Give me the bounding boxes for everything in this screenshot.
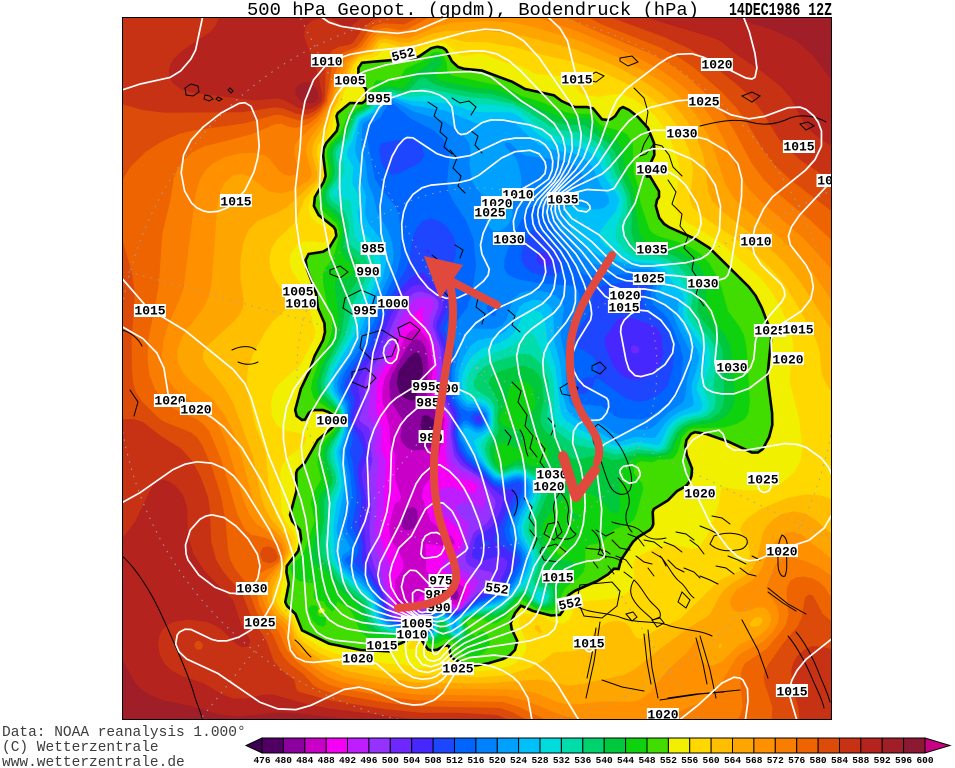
svg-text:985: 985 [416, 396, 440, 411]
svg-text:1035: 1035 [547, 193, 578, 208]
svg-text:524: 524 [510, 755, 527, 766]
svg-text:1020: 1020 [609, 289, 640, 304]
svg-text:492: 492 [339, 755, 356, 766]
svg-text:504: 504 [403, 755, 420, 766]
svg-text:1015: 1015 [366, 639, 397, 654]
svg-text:101: 101 [817, 174, 841, 189]
svg-text:1020: 1020 [180, 403, 211, 418]
svg-text:14DEC1986 12Z: 14DEC1986 12Z [729, 1, 832, 21]
svg-text:540: 540 [596, 755, 613, 766]
svg-text:484: 484 [296, 755, 313, 766]
svg-text:1015: 1015 [561, 73, 592, 88]
svg-text:564: 564 [724, 755, 741, 766]
svg-text:1025: 1025 [474, 206, 505, 221]
svg-text:476: 476 [253, 755, 270, 766]
svg-text:580: 580 [810, 755, 827, 766]
svg-text:www.wetterzentrale.de: www.wetterzentrale.de [2, 755, 185, 768]
svg-text:1010: 1010 [285, 297, 316, 312]
svg-text:1020: 1020 [342, 652, 373, 667]
svg-text:1005: 1005 [334, 74, 365, 89]
svg-text:1015: 1015 [608, 301, 639, 316]
svg-text:536: 536 [574, 755, 591, 766]
svg-text:572: 572 [767, 755, 784, 766]
svg-text:1000: 1000 [316, 414, 347, 429]
svg-text:592: 592 [874, 755, 891, 766]
svg-text:1025: 1025 [747, 473, 778, 488]
svg-text:975: 975 [429, 574, 453, 589]
svg-text:556: 556 [681, 755, 698, 766]
svg-text:552: 552 [390, 45, 417, 65]
svg-text:1030: 1030 [666, 127, 697, 142]
svg-text:985: 985 [361, 242, 385, 257]
svg-text:1010: 1010 [396, 628, 427, 643]
svg-text:1000: 1000 [377, 297, 408, 312]
svg-text:568: 568 [745, 755, 762, 766]
svg-text:1030: 1030 [687, 277, 718, 292]
svg-text:1020: 1020 [647, 708, 678, 723]
svg-text:552: 552 [557, 594, 583, 614]
svg-text:552: 552 [660, 755, 677, 766]
svg-text:1035: 1035 [636, 243, 667, 258]
svg-text:1030: 1030 [716, 361, 747, 376]
svg-text:532: 532 [553, 755, 570, 766]
svg-text:1020: 1020 [772, 353, 803, 368]
svg-text:500 hPa Geopot. (gpdm), Bodend: 500 hPa Geopot. (gpdm), Bodendruck (hPa) [247, 1, 699, 21]
svg-text:1010: 1010 [740, 235, 771, 250]
svg-text:Data: NOAA reanalysis 1.000°: Data: NOAA reanalysis 1.000° [2, 725, 246, 741]
svg-text:995: 995 [353, 304, 377, 319]
svg-text:1020: 1020 [684, 487, 715, 502]
svg-text:600: 600 [916, 755, 933, 766]
svg-text:520: 520 [489, 755, 506, 766]
svg-text:508: 508 [425, 755, 442, 766]
svg-text:1020: 1020 [766, 545, 797, 560]
svg-text:1025: 1025 [688, 95, 719, 110]
svg-text:1020: 1020 [533, 480, 564, 495]
svg-text:1020: 1020 [154, 394, 185, 409]
svg-text:1025: 1025 [633, 272, 664, 287]
svg-text:1015: 1015 [220, 195, 251, 210]
svg-text:496: 496 [360, 755, 377, 766]
svg-text:995: 995 [367, 92, 391, 107]
svg-text:1020: 1020 [701, 58, 732, 73]
svg-text:1010: 1010 [311, 55, 342, 70]
svg-text:1015: 1015 [542, 571, 573, 586]
svg-text:1025: 1025 [442, 662, 473, 677]
svg-text:1030: 1030 [536, 468, 567, 483]
svg-text:1025: 1025 [244, 616, 275, 631]
svg-text:596: 596 [895, 755, 912, 766]
svg-text:512: 512 [446, 755, 463, 766]
svg-text:995: 995 [412, 380, 436, 395]
svg-text:1015: 1015 [776, 685, 807, 700]
svg-text:1015: 1015 [782, 323, 813, 338]
svg-text:1030: 1030 [236, 582, 267, 597]
svg-text:584: 584 [831, 755, 848, 766]
svg-text:1015: 1015 [573, 637, 604, 652]
svg-text:990: 990 [356, 265, 380, 280]
svg-text:1025: 1025 [754, 324, 785, 339]
svg-text:1005: 1005 [401, 617, 432, 632]
svg-text:528: 528 [531, 755, 548, 766]
svg-text:488: 488 [318, 755, 335, 766]
svg-text:500: 500 [382, 755, 399, 766]
svg-text:588: 588 [852, 755, 869, 766]
svg-text:1015: 1015 [134, 304, 165, 319]
svg-text:552: 552 [484, 580, 509, 598]
svg-text:560: 560 [703, 755, 720, 766]
svg-text:576: 576 [788, 755, 805, 766]
svg-text:1015: 1015 [783, 140, 814, 155]
svg-text:(C) Wetterzentrale: (C) Wetterzentrale [2, 740, 159, 756]
svg-text:516: 516 [467, 755, 484, 766]
svg-text:1040: 1040 [636, 163, 667, 178]
svg-text:548: 548 [638, 755, 655, 766]
svg-text:1005: 1005 [282, 285, 313, 300]
svg-text:480: 480 [275, 755, 292, 766]
svg-text:544: 544 [617, 755, 634, 766]
svg-text:1030: 1030 [493, 233, 524, 248]
